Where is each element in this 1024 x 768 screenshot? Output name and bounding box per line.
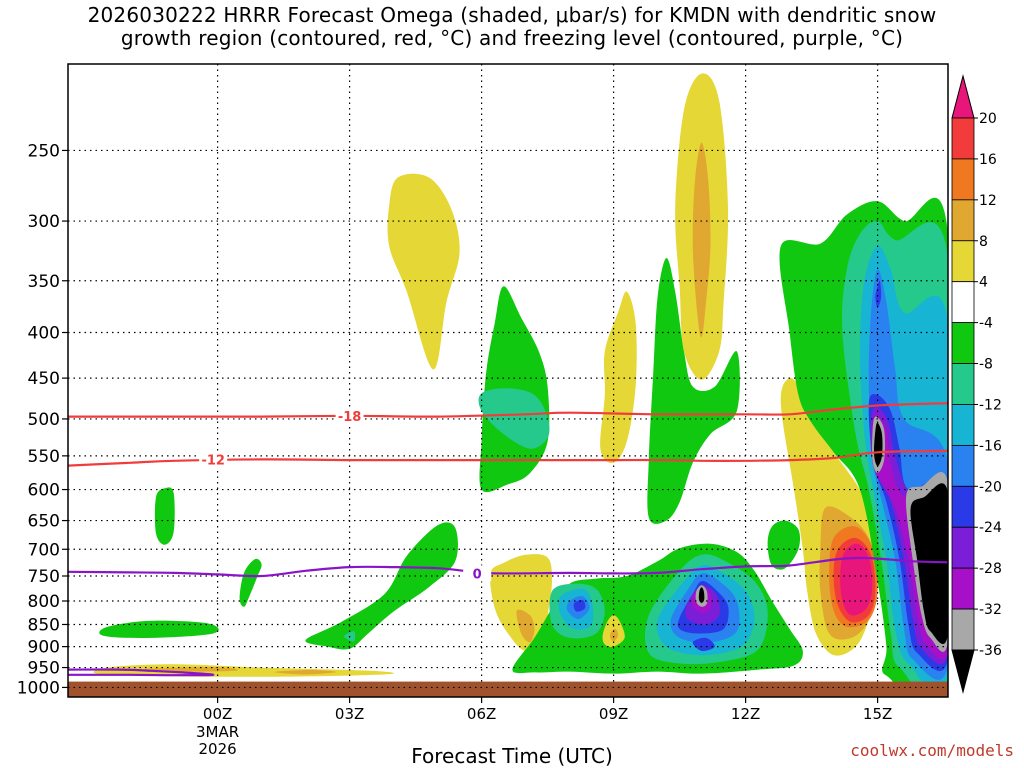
y-tick-label-550: 550: [28, 447, 60, 467]
y-tick-label-500: 500: [28, 410, 60, 430]
omega-area-5: [239, 558, 262, 607]
colorbar-bin-8: [951, 404, 975, 446]
x-axis-label: Forecast Time (UTC): [411, 744, 613, 768]
chart-title: 2026030222 HRRR Forecast Omega (shaded, …: [0, 4, 1024, 50]
colorbar-bin-13: [951, 608, 975, 651]
y-tick-label-600: 600: [28, 481, 60, 501]
colorbar-label-12: -32: [979, 602, 1002, 618]
omega-area-50: [910, 483, 948, 644]
contour-line-3: [68, 668, 215, 677]
x-tick-label-12Z: 12Z: [731, 705, 760, 723]
contour-label-1: -12: [201, 453, 225, 468]
omega-area-22: [573, 599, 586, 612]
omega-area-43: [875, 280, 882, 308]
omega-area-3: [154, 487, 175, 545]
colorbar-label-7: -12: [979, 397, 1002, 413]
colorbar-label-5: -4: [979, 316, 993, 332]
colorbar-bin-9: [951, 444, 975, 487]
colorbar-label-9: -20: [979, 479, 1002, 495]
colorbar-label-1: 16: [979, 152, 997, 168]
omega-area-30: [698, 587, 705, 603]
colorbar-label-0: 20: [979, 111, 997, 127]
y-tick-label-400: 400: [28, 323, 60, 343]
colorbar-label-11: -28: [979, 561, 1002, 577]
y-tick-label-300: 300: [28, 212, 60, 232]
y-tick-label-350: 350: [28, 272, 60, 292]
omega-area-12: [516, 609, 535, 643]
colorbar-label-2: 12: [979, 193, 997, 209]
y-tick-label-250: 250: [28, 141, 60, 161]
colorbar-label-6: -8: [979, 357, 993, 373]
contour-label-bg-2: [463, 565, 492, 582]
colorbar-bin-6: [951, 322, 975, 364]
colorbar-label-8: -16: [979, 438, 1002, 454]
omega-area-49: [874, 422, 883, 467]
y-tick-label-1000: 1000: [17, 678, 60, 698]
omega-area-33: [609, 628, 619, 642]
colorbar-arrow-top: [951, 74, 975, 119]
colorbar-label-13: -36: [979, 643, 1002, 659]
y-tick-label-900: 900: [28, 638, 60, 658]
omega-area-31: [692, 637, 715, 652]
x-tick-label-00Z: 00Z: [203, 705, 232, 723]
omega-area-11: [490, 554, 552, 651]
y-tick-label-950: 950: [28, 659, 60, 679]
colorbar-bin-1: [951, 117, 975, 160]
y-tick-label-800: 800: [28, 592, 60, 612]
plot-frame: [67, 63, 949, 698]
omega-area-8: [387, 173, 460, 370]
x-tick-label-06Z: 06Z: [467, 705, 496, 723]
omega-area-18: [767, 520, 801, 570]
y-tick-label-450: 450: [28, 369, 60, 389]
colorbar-bin-5: [951, 281, 975, 324]
plot-area: -18 -12 0: [68, 64, 948, 697]
x-tick-sublabel-0: 3MAR: [196, 723, 239, 741]
ground-fill: [68, 681, 948, 697]
omega-area-2: [274, 670, 337, 675]
omega-area-13: [600, 291, 637, 464]
colorbar-bin-10: [951, 485, 975, 528]
colorbar-label-3: 8: [979, 234, 988, 250]
x-tick-label-09Z: 09Z: [599, 705, 628, 723]
y-tick-label-850: 850: [28, 615, 60, 635]
contour-label-bg-0: [335, 407, 364, 424]
chart-title-line-1: 2026030222 HRRR Forecast Omega (shaded, …: [87, 3, 937, 27]
omega-area-14: [647, 257, 740, 524]
colorbar-bin-11: [951, 526, 975, 569]
omega-area-6: [305, 522, 458, 650]
source-credit[interactable]: coolwx.com/models: [850, 741, 1014, 760]
colorbar-bin-12: [951, 567, 975, 610]
colorbar-label-10: -24: [979, 520, 1002, 536]
omega-area-38: [840, 543, 873, 616]
contour-line-0: [68, 402, 948, 418]
colorbar-bin-7: [951, 363, 975, 405]
y-tick-label-650: 650: [28, 512, 60, 532]
colorbar-label-4: 4: [979, 275, 988, 291]
y-tick-label-700: 700: [28, 540, 60, 560]
y-tick-label-750: 750: [28, 567, 60, 587]
colorbar-bin-4: [951, 240, 975, 283]
contour-label-2: 0: [473, 567, 482, 582]
x-tick-sublabel-1: 2026: [199, 740, 237, 758]
contour-label-0: -18: [338, 410, 362, 425]
colorbar-arrow-bottom: [951, 649, 975, 694]
x-tick-label-03Z: 03Z: [335, 705, 364, 723]
colorbar-bin-3: [951, 199, 975, 242]
colorbar-bin-2: [951, 158, 975, 201]
omega-area-16: [692, 142, 711, 338]
contour-line-2: [68, 556, 948, 578]
x-tick-label-15Z: 15Z: [863, 705, 892, 723]
contour-label-bg-1: [199, 451, 228, 468]
chart-title-line-2: growth region (contoured, red, °C) and f…: [120, 26, 904, 50]
